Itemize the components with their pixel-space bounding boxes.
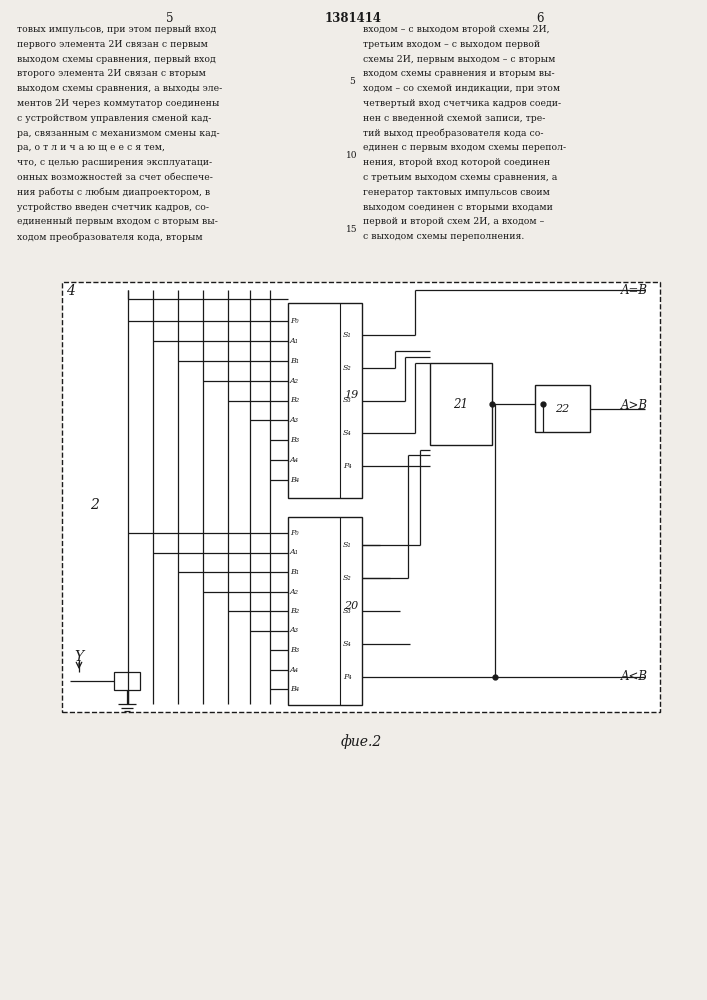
Text: B₂: B₂ bbox=[290, 396, 299, 404]
Text: первого элемента 2И связан с первым: первого элемента 2И связан с первым bbox=[17, 40, 208, 49]
Text: S₂: S₂ bbox=[343, 364, 352, 372]
Text: ра, о т л и ч а ю щ е е с я тем,: ра, о т л и ч а ю щ е е с я тем, bbox=[17, 143, 165, 152]
Bar bbox=[288, 303, 362, 498]
Text: S₁: S₁ bbox=[343, 541, 352, 549]
Text: B₄: B₄ bbox=[290, 685, 299, 693]
Text: A₂: A₂ bbox=[290, 377, 299, 385]
Text: S₁: S₁ bbox=[343, 331, 352, 339]
Text: B₃: B₃ bbox=[290, 646, 299, 654]
Text: A₄: A₄ bbox=[290, 666, 299, 674]
Text: онных возможностей за счет обеспече-: онных возможностей за счет обеспече- bbox=[17, 173, 213, 182]
Text: A₃: A₃ bbox=[290, 416, 299, 424]
Text: A₁: A₁ bbox=[290, 548, 299, 556]
Text: 22: 22 bbox=[556, 403, 570, 414]
Text: схемы 2И, первым выходом – с вторым: схемы 2И, первым выходом – с вторым bbox=[363, 55, 556, 64]
Text: P₄: P₄ bbox=[343, 673, 351, 681]
Text: A=B: A=B bbox=[621, 284, 648, 296]
Text: фиe.2: фиe.2 bbox=[340, 734, 382, 749]
Text: 1381414: 1381414 bbox=[325, 12, 382, 25]
Text: B₂: B₂ bbox=[290, 607, 299, 615]
Text: ра, связанным с механизмом смены кад-: ра, связанным с механизмом смены кад- bbox=[17, 129, 220, 138]
Text: A₄: A₄ bbox=[290, 456, 299, 464]
Text: нения, второй вход которой соединен: нения, второй вход которой соединен bbox=[363, 158, 550, 167]
Text: выходом схемы сравнения, а выходы эле-: выходом схемы сравнения, а выходы эле- bbox=[17, 84, 222, 93]
Text: третьим входом – с выходом первой: третьим входом – с выходом первой bbox=[363, 40, 540, 49]
Text: 5: 5 bbox=[349, 77, 355, 86]
Text: второго элемента 2И связан с вторым: второго элемента 2И связан с вторым bbox=[17, 69, 206, 78]
Text: генератор тактовых импульсов своим: генератор тактовых импульсов своим bbox=[363, 188, 550, 197]
Text: A₃: A₃ bbox=[290, 626, 299, 635]
Text: 10: 10 bbox=[346, 151, 358, 160]
Text: 5: 5 bbox=[166, 12, 174, 25]
Text: P₀: P₀ bbox=[290, 529, 298, 537]
Text: входом – с выходом второй схемы 2И,: входом – с выходом второй схемы 2И, bbox=[363, 25, 549, 34]
Text: A>B: A>B bbox=[621, 399, 648, 412]
Text: S₄: S₄ bbox=[343, 429, 352, 437]
Text: единен с первым входом схемы перепол-: единен с первым входом схемы перепол- bbox=[363, 143, 566, 152]
Text: с устройством управления сменой кад-: с устройством управления сменой кад- bbox=[17, 114, 211, 123]
Text: выходом схемы сравнения, первый вход: выходом схемы сравнения, первый вход bbox=[17, 55, 216, 64]
Bar bbox=[62, 282, 660, 712]
Bar bbox=[114, 672, 140, 690]
Text: 4: 4 bbox=[66, 284, 75, 298]
Text: 20: 20 bbox=[344, 601, 358, 611]
Text: с выходом схемы переполнения.: с выходом схемы переполнения. bbox=[363, 232, 525, 241]
Text: ходом преобразователя кода, вторым: ходом преобразователя кода, вторым bbox=[17, 232, 203, 242]
Text: первой и второй схем 2И, а входом –: первой и второй схем 2И, а входом – bbox=[363, 217, 544, 226]
Text: ментов 2И через коммутатор соединены: ментов 2И через коммутатор соединены bbox=[17, 99, 219, 108]
Text: P₄: P₄ bbox=[343, 462, 351, 470]
Text: нен с введенной схемой записи, тре-: нен с введенной схемой записи, тре- bbox=[363, 114, 545, 123]
Text: A₂: A₂ bbox=[290, 587, 299, 595]
Text: S₄: S₄ bbox=[343, 640, 352, 648]
Bar bbox=[430, 363, 492, 445]
Text: B₁: B₁ bbox=[290, 357, 299, 365]
Bar bbox=[288, 517, 362, 705]
Text: ходом – со схемой индикации, при этом: ходом – со схемой индикации, при этом bbox=[363, 84, 560, 93]
Text: B₄: B₄ bbox=[290, 476, 299, 484]
Text: Y: Y bbox=[74, 650, 83, 664]
Text: единенный первым входом с вторым вы-: единенный первым входом с вторым вы- bbox=[17, 217, 218, 226]
Text: тий выход преобразователя кода со-: тий выход преобразователя кода со- bbox=[363, 129, 544, 138]
Text: B₁: B₁ bbox=[290, 568, 299, 576]
Text: 6: 6 bbox=[536, 12, 544, 25]
Text: товых импульсов, при этом первый вход: товых импульсов, при этом первый вход bbox=[17, 25, 216, 34]
Text: P₀: P₀ bbox=[290, 317, 298, 325]
Text: с третьим выходом схемы сравнения, а: с третьим выходом схемы сравнения, а bbox=[363, 173, 557, 182]
Text: четвертый вход счетчика кадров соеди-: четвертый вход счетчика кадров соеди- bbox=[363, 99, 561, 108]
Text: выходом соединен с вторыми входами: выходом соединен с вторыми входами bbox=[363, 203, 553, 212]
Text: S₃: S₃ bbox=[343, 396, 352, 404]
Text: 2: 2 bbox=[90, 498, 99, 512]
Text: что, с целью расширения эксплуатаци-: что, с целью расширения эксплуатаци- bbox=[17, 158, 212, 167]
Text: S₃: S₃ bbox=[343, 607, 352, 615]
Text: A<B: A<B bbox=[621, 670, 648, 684]
Text: B₃: B₃ bbox=[290, 436, 299, 444]
Bar bbox=[535, 385, 590, 432]
Text: ния работы с любым диапроектором, в: ния работы с любым диапроектором, в bbox=[17, 188, 210, 197]
Text: 19: 19 bbox=[344, 390, 358, 400]
Text: A₁: A₁ bbox=[290, 337, 299, 345]
Text: 21: 21 bbox=[453, 397, 469, 410]
Text: устройство введен счетчик кадров, со-: устройство введен счетчик кадров, со- bbox=[17, 203, 209, 212]
Text: входом схемы сравнения и вторым вы-: входом схемы сравнения и вторым вы- bbox=[363, 69, 554, 78]
Text: S₂: S₂ bbox=[343, 574, 352, 582]
Text: 15: 15 bbox=[346, 225, 358, 234]
